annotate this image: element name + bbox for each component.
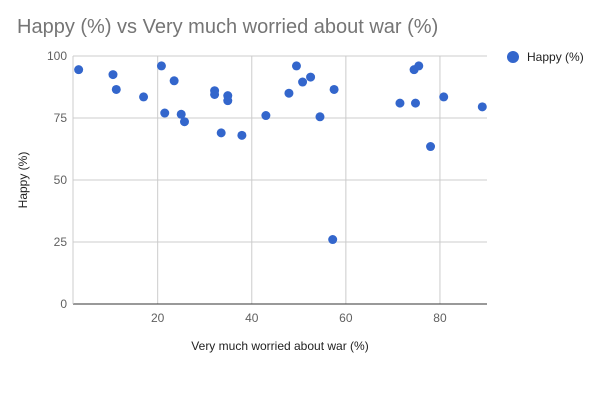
- data-point: [139, 92, 149, 102]
- data-point: [315, 112, 325, 122]
- y-tick-label: 100: [47, 49, 67, 63]
- y-tick-label: 0: [60, 297, 67, 311]
- gridlines: [73, 55, 487, 304]
- y-tick-label: 75: [54, 111, 68, 125]
- data-point: [74, 65, 84, 75]
- data-point: [306, 72, 316, 82]
- x-tick-label: 40: [245, 311, 259, 325]
- data-point: [223, 96, 233, 106]
- x-tick-label: 20: [151, 311, 165, 325]
- axes: [72, 56, 487, 305]
- data-point: [237, 130, 247, 140]
- chart-title: Happy (%) vs Very much worried about war…: [17, 16, 439, 38]
- data-point: [216, 128, 226, 138]
- data-point: [156, 61, 166, 71]
- y-axis-label: Happy (%): [16, 152, 30, 209]
- data-point: [328, 235, 338, 245]
- data-point: [176, 109, 186, 119]
- data-point: [179, 117, 189, 127]
- legend-marker: [507, 51, 519, 63]
- data-point: [291, 61, 301, 71]
- x-tick-label: 80: [433, 311, 447, 325]
- x-tick-label: 60: [339, 311, 353, 325]
- data-point: [284, 88, 294, 98]
- data-point: [111, 84, 121, 94]
- data-point: [169, 76, 179, 86]
- data-point: [426, 142, 436, 152]
- data-point: [210, 89, 220, 99]
- legend-label: Happy (%): [527, 50, 584, 64]
- data-point: [477, 102, 487, 112]
- y-tick-label: 25: [54, 235, 68, 249]
- y-tick-label: 50: [54, 173, 68, 187]
- data-point: [160, 108, 170, 118]
- data-point: [414, 61, 424, 71]
- tick-labels: 0 25 50 75 100 20 40 60 80: [47, 49, 447, 325]
- data-point: [329, 84, 339, 94]
- data-point: [108, 70, 118, 80]
- data-point: [439, 92, 449, 102]
- data-point: [410, 98, 420, 108]
- x-axis-label: Very much worried about war (%): [191, 339, 368, 353]
- legend: Happy (%): [507, 50, 584, 64]
- data-point: [395, 98, 405, 108]
- data-points: [74, 61, 487, 245]
- data-point: [261, 111, 271, 121]
- data-point: [298, 77, 308, 87]
